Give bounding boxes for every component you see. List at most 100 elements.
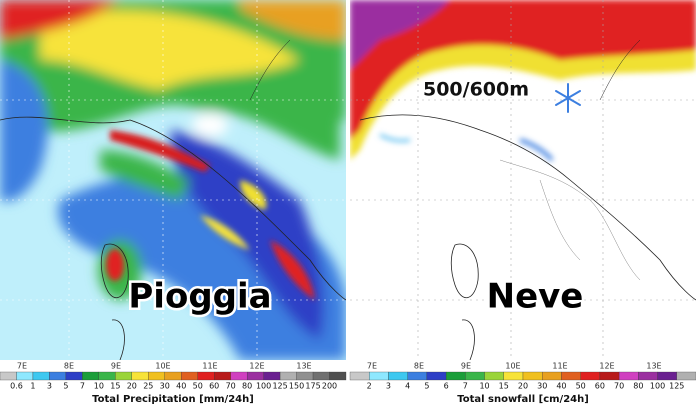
colorbar-label: 5: [63, 382, 68, 391]
colorbar-swatch: [131, 371, 149, 381]
colorbar-swatch: [388, 371, 408, 381]
colorbar-swatch: [599, 371, 620, 381]
divider: [346, 0, 350, 408]
colorbar-swatch: [164, 371, 182, 381]
colorbar-label: 200: [322, 382, 337, 391]
colorbar-swatch: [263, 371, 281, 381]
colorbar-label: 150: [289, 382, 304, 391]
colorbar-swatch: [98, 371, 116, 381]
longitude-label: 10E: [155, 362, 170, 371]
colorbar-label: 50: [576, 382, 586, 391]
colorbar-title: Total Precipitation [mm/24h]: [92, 394, 254, 405]
snowflake-icon: [555, 83, 581, 113]
colorbar-label: 3: [386, 382, 391, 391]
colorbar-label: 1: [30, 382, 35, 391]
colorbar-swatch: [115, 371, 132, 381]
colorbar-swatch: [349, 371, 370, 381]
colorbar-label: 25: [143, 382, 153, 391]
colorbar-swatch: [561, 371, 581, 381]
colorbar-title: Total snowfall [cm/24h]: [457, 394, 589, 405]
longitude-label: 7E: [367, 362, 377, 371]
colorbar-swatch: [618, 371, 639, 381]
colorbar-swatch: [16, 371, 34, 381]
longitude-label: 8E: [64, 362, 74, 371]
colorbar-swatch: [0, 371, 17, 381]
colorbar-label: 125: [272, 382, 287, 391]
colorbar-swatch: [82, 371, 100, 381]
colorbar-swatch: [230, 371, 248, 381]
snow-label: Neve: [487, 277, 584, 317]
colorbar-label: 175: [305, 382, 320, 391]
colorbar-swatch: [484, 371, 504, 381]
colorbar-swatch: [657, 371, 677, 381]
longitude-label: 13E: [296, 362, 311, 371]
colorbar-label: 60: [209, 382, 219, 391]
colorbar-swatch: [503, 371, 524, 381]
colorbar-swatch: [676, 371, 696, 381]
colorbar-swatch: [638, 371, 658, 381]
colorbar-swatch: [49, 371, 67, 381]
colorbar-label: 60: [595, 382, 605, 391]
colorbar-swatch: [522, 371, 543, 381]
longitude-label: 9E: [461, 362, 471, 371]
colorbar-swatch: [214, 371, 231, 381]
colorbar-swatch: [445, 371, 466, 381]
longitude-label: 11E: [202, 362, 217, 371]
colorbar-swatch: [426, 371, 447, 381]
colorbar-swatch: [296, 371, 314, 381]
colorbar-swatch: [329, 371, 347, 381]
colorbar-swatch: [312, 371, 330, 381]
longitude-label: 13E: [646, 362, 661, 371]
colorbar-label: 7: [80, 382, 85, 391]
colorbar-label: 70: [614, 382, 624, 391]
precipitation-map: [0, 0, 346, 360]
snowfall-map: [350, 0, 696, 360]
colorbar-label: 3: [47, 382, 52, 391]
colorbar-label: 10: [94, 382, 104, 391]
colorbar-swatch: [542, 371, 562, 381]
rain-label: Pioggia: [128, 277, 271, 317]
colorbar-swatch: [181, 371, 198, 381]
colorbar-swatch: [407, 371, 428, 381]
longitude-label: 11E: [552, 362, 567, 371]
colorbar-label: 20: [127, 382, 137, 391]
colorbar-swatch: [279, 371, 297, 381]
colorbar-label: 30: [160, 382, 170, 391]
colorbar-label: 5: [424, 382, 429, 391]
longitude-label: 10E: [505, 362, 520, 371]
colorbar-label: 30: [537, 382, 547, 391]
colorbar-swatch: [197, 371, 215, 381]
colorbar-label: 0.6: [10, 382, 23, 391]
longitude-label: 9E: [111, 362, 121, 371]
colorbar-label: 2: [367, 382, 372, 391]
colorbar-label: 100: [650, 382, 665, 391]
colorbar-swatch: [32, 371, 50, 381]
colorbar-label: 4: [405, 382, 410, 391]
colorbar-label: 7: [463, 382, 468, 391]
colorbar-swatch: [246, 371, 264, 381]
longitude-label: 8E: [414, 362, 424, 371]
snow-level: 500/600m: [423, 79, 529, 101]
colorbar-label: 20: [518, 382, 528, 391]
colorbar-label: 15: [499, 382, 509, 391]
longitude-label: 7E: [17, 362, 27, 371]
colorbar-swatch: [148, 371, 165, 381]
colorbar-swatch: [369, 371, 389, 381]
colorbar-label: 50: [193, 382, 203, 391]
colorbar-label: 80: [242, 382, 252, 391]
colorbar-label: 70: [226, 382, 236, 391]
colorbar-label: 10: [479, 382, 489, 391]
colorbar-label: 40: [176, 382, 186, 391]
longitude-label: 12E: [249, 362, 264, 371]
colorbar-label: 125: [669, 382, 684, 391]
colorbar-label: 40: [556, 382, 566, 391]
colorbar-label: 15: [110, 382, 120, 391]
colorbar-swatch: [65, 371, 83, 381]
colorbar-label: 6: [444, 382, 449, 391]
colorbar-label: 80: [633, 382, 643, 391]
longitude-label: 12E: [599, 362, 614, 371]
colorbar-label: 100: [256, 382, 271, 391]
colorbar-swatch: [465, 371, 485, 381]
colorbar-swatch: [580, 371, 601, 381]
